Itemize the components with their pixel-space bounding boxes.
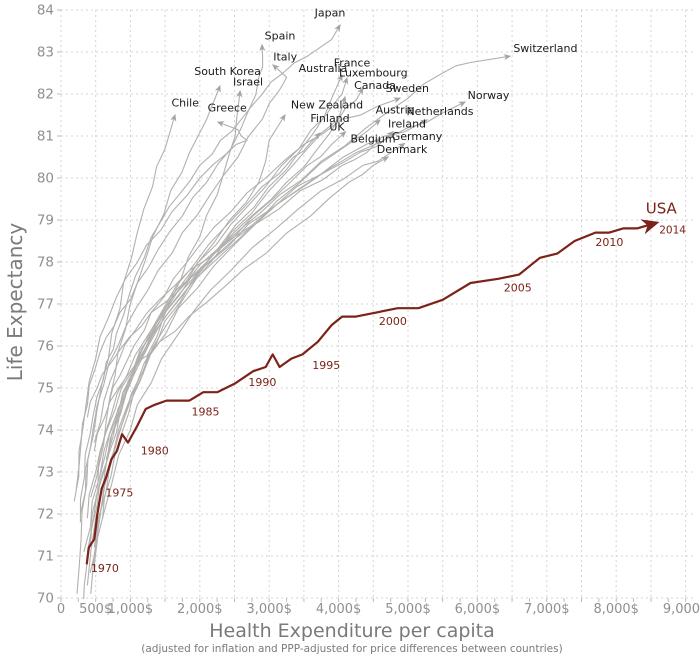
country-line-greece xyxy=(73,121,248,502)
usa-trajectory: 1970 1975 1980 1985 1990 1995 2000 2005 2010 2014… xyxy=(85,200,686,575)
usa-year-label-1980: 1980 xyxy=(141,444,169,457)
usa-year-label-2005: 2005 xyxy=(504,281,532,294)
y-tick-label-70: 70 xyxy=(37,591,54,607)
x-tick-label-7000: 7,000$ xyxy=(524,602,570,617)
country-label-luxembourg: Luxembourg xyxy=(339,66,408,79)
y-tick-label-73: 73 xyxy=(37,465,54,481)
country-line-sweden xyxy=(109,97,402,401)
x-tick-label-0: 0 xyxy=(57,602,65,617)
country-label-italy: Italy xyxy=(273,50,297,63)
usa-year-label-2000: 2000 xyxy=(379,315,407,328)
country-line-south-korea xyxy=(83,84,221,599)
y-tick-label-77: 77 xyxy=(37,297,54,313)
country-line-denmark xyxy=(93,156,390,452)
usa-year-label-1985: 1985 xyxy=(191,405,219,418)
x-tick-label-3000: 3,000$ xyxy=(246,602,292,617)
y-tick-label-84: 84 xyxy=(37,3,54,19)
country-line-italy xyxy=(79,64,288,515)
y-tick-label-71: 71 xyxy=(37,549,54,565)
country-line-belgium xyxy=(86,138,382,552)
y-tick-label-80: 80 xyxy=(37,171,54,187)
usa-line xyxy=(85,219,660,565)
x-tick-label-500: 500$ xyxy=(79,602,112,617)
country-label-israel: Israel xyxy=(233,76,263,89)
usa-year-label-1970: 1970 xyxy=(91,562,119,575)
x-tick-label-5000: 5,000$ xyxy=(385,602,431,617)
x-tick-label-1000: 1,000$ xyxy=(108,602,154,617)
y-tick-label-83: 83 xyxy=(37,45,54,61)
country-label-australia: Australia xyxy=(299,62,348,75)
y-tick-label-72: 72 xyxy=(37,507,54,523)
country-trajectories xyxy=(73,24,512,599)
y-tick-label-76: 76 xyxy=(37,339,54,355)
x-axis-subtitle: (adjusted for inflation and PPP-adjusted… xyxy=(141,643,562,655)
usa-year-label-2014: 2014 xyxy=(659,224,686,236)
axis-ticks xyxy=(57,9,687,602)
y-axis-title: Life Expectancy xyxy=(3,223,27,382)
country-line-spain xyxy=(75,43,266,489)
x-tick-label-8000: 8,000$ xyxy=(593,602,639,617)
country-label-chile: Chile xyxy=(171,97,199,110)
country-line-japan xyxy=(79,24,341,523)
x-axis-title: Health Expenditure per capita xyxy=(209,620,495,642)
usa-year-label-1975: 1975 xyxy=(105,486,133,499)
x-tick-label-2000: 2,000$ xyxy=(177,602,223,617)
country-line-finland xyxy=(86,132,321,586)
country-line-uk xyxy=(86,130,347,519)
x-tick-label-9000: 9,000$ xyxy=(663,602,700,617)
country-label-greece: Greece xyxy=(208,102,247,115)
country-label-uk: UK xyxy=(329,121,345,134)
country-label-sweden: Sweden xyxy=(386,82,429,95)
x-tick-label-4000: 4,000$ xyxy=(316,602,362,617)
country-label-japan: Japan xyxy=(314,6,346,19)
country-label-austria: Austria xyxy=(376,103,415,116)
country-label-spain: Spain xyxy=(265,29,296,42)
country-label-denmark: Denmark xyxy=(377,143,428,156)
y-tick-label-78: 78 xyxy=(37,255,54,271)
country-labels: Japan Spain Italy Switzerland South KoreaIsr… xyxy=(171,6,577,156)
y-tick-label-79: 79 xyxy=(37,213,54,229)
usa-year-label-2010: 2010 xyxy=(595,236,623,249)
y-tick-label-81: 81 xyxy=(37,129,54,145)
y-tick-label-74: 74 xyxy=(37,423,54,439)
country-label-switzerland: Switzerland xyxy=(513,42,577,55)
country-label-finland: Finland xyxy=(310,112,349,125)
country-line-australia xyxy=(93,73,343,548)
usa-year-label-1990: 1990 xyxy=(248,376,276,389)
y-tick-label-82: 82 xyxy=(37,87,54,103)
x-tick-label-6000: 6,000$ xyxy=(455,602,501,617)
usa-series-label: USA xyxy=(646,200,678,218)
country-label-norway: Norway xyxy=(468,89,510,102)
country-label-canada: Canada xyxy=(354,79,396,92)
country-label-south-korea: South Korea xyxy=(194,65,261,78)
y-tick-label-75: 75 xyxy=(37,381,54,397)
usa-year-label-1995: 1995 xyxy=(312,359,340,372)
country-label-ireland: Ireland xyxy=(388,118,426,131)
country-label-new-zealand: New Zealand xyxy=(291,99,363,112)
country-label-belgium: Belgium xyxy=(350,132,395,145)
country-label-germany: Germany xyxy=(392,130,443,143)
country-label-netherlands: Netherlands xyxy=(406,105,473,118)
tick-labels: 0 500$1,000$ 2,000$ 3,000$ 4,000$ 5,000$ 6,000… xyxy=(37,3,700,618)
country-line-france xyxy=(90,76,349,498)
country-line-chile xyxy=(76,113,177,594)
country-line-netherlands xyxy=(93,119,429,443)
country-label-france: France xyxy=(334,57,371,70)
country-line-germany xyxy=(93,142,406,565)
